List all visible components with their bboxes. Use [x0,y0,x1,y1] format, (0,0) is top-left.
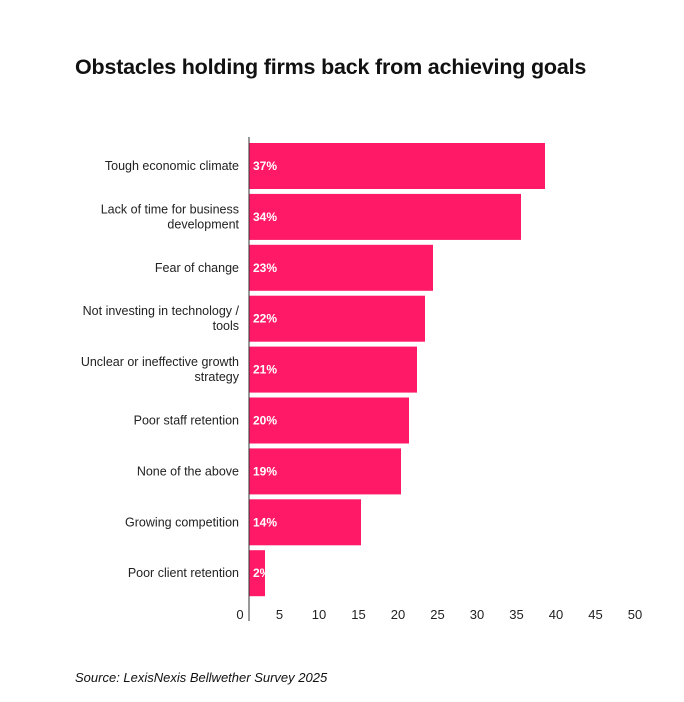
x-tick-label: 25 [430,607,444,622]
source-note: Source: LexisNexis Bellwether Survey 202… [75,670,328,685]
category-label: Unclear or ineffective growth [81,355,239,369]
bar [249,499,361,546]
data-label: 19% [253,464,277,478]
data-label: 23% [253,261,277,275]
category-label: tools [213,319,239,333]
x-tick-label: 10 [312,607,326,622]
bar [249,244,433,291]
x-tick-label: 20 [391,607,405,622]
x-tick-label: 50 [628,607,642,622]
bar [249,448,401,495]
x-tick-label: 45 [588,607,602,622]
category-label: Tough economic climate [105,159,239,173]
bar [249,143,545,189]
category-label: Fear of change [155,261,239,275]
category-label: development [167,217,239,231]
x-tick-label: 30 [470,607,484,622]
category-label: Lack of time for business [101,202,239,216]
category-label: Poor staff retention [134,414,239,428]
x-tick-label: 5 [276,607,283,622]
x-tick-label: 35 [509,607,523,622]
x-tick-label: 15 [351,607,365,622]
data-label: 2% [253,566,271,580]
x-tick-label: 40 [549,607,563,622]
data-label: 21% [253,363,277,377]
data-label: 34% [253,210,277,224]
bar [249,295,425,342]
category-label: None of the above [137,464,239,478]
bar [249,550,265,597]
category-label: Growing competition [125,515,239,529]
category-label: Poor client retention [128,566,239,580]
bar [249,397,409,444]
bar [249,346,417,393]
chart-title: Obstacles holding firms back from achiev… [75,55,587,79]
category-label: strategy [195,370,240,384]
data-label: 37% [253,159,277,173]
category-label: Not investing in technology / [83,304,240,318]
x-tick-label: 0 [236,607,243,622]
data-label: 20% [253,414,277,428]
bar [249,193,521,240]
data-label: 22% [253,312,277,326]
data-label: 14% [253,515,277,529]
